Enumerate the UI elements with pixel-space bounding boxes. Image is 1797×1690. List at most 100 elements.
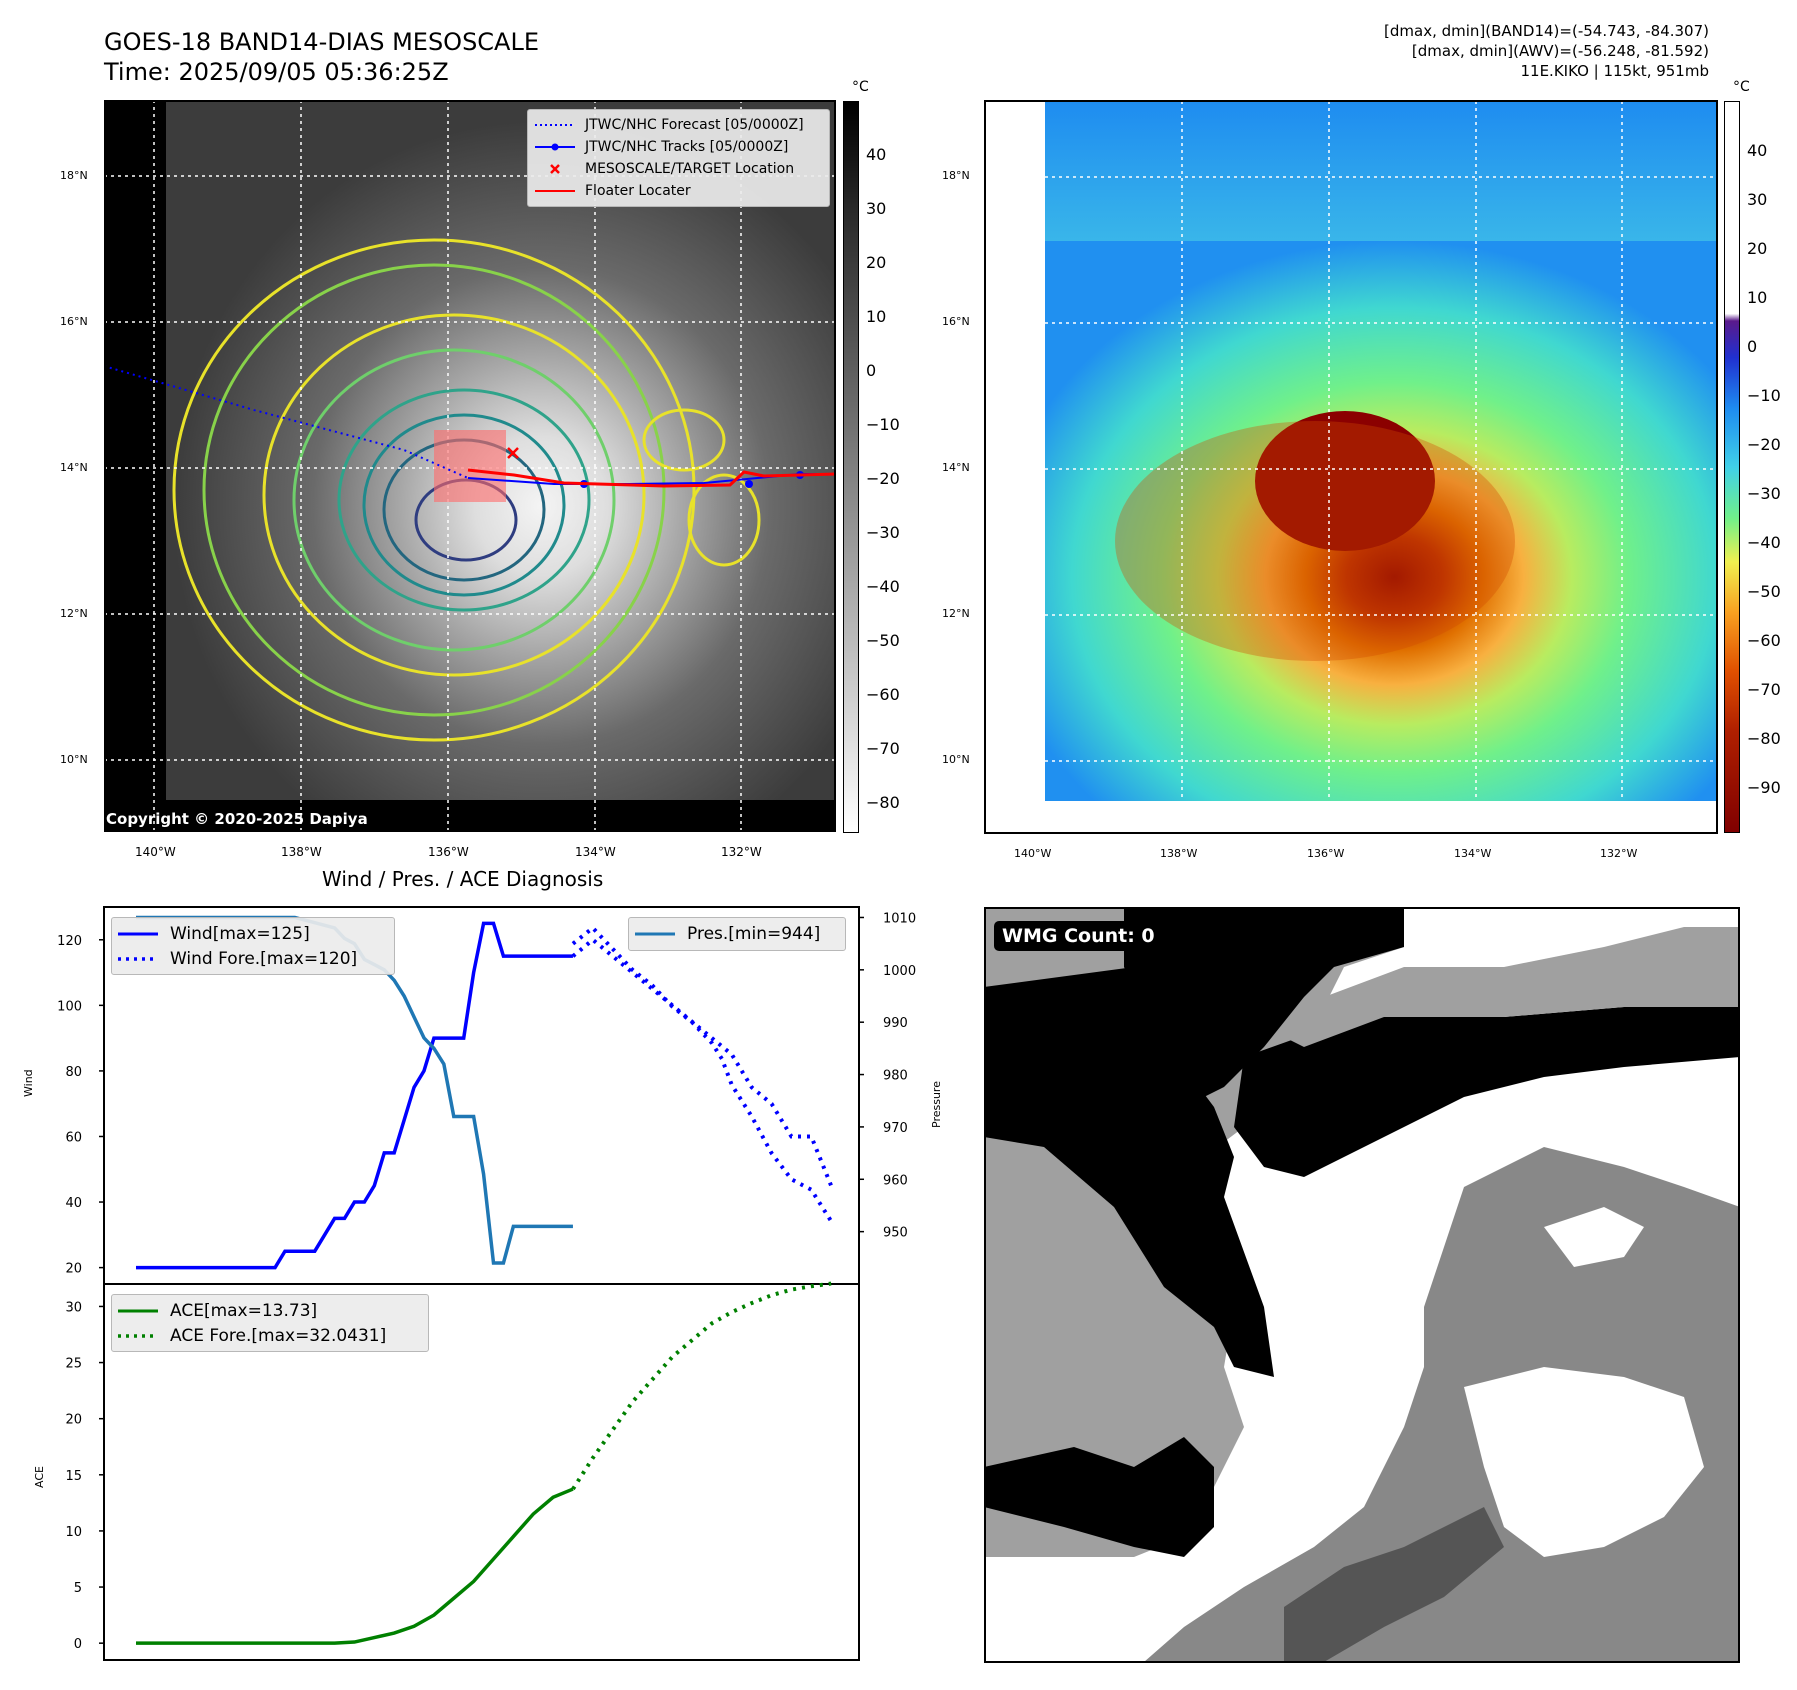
awv-lon-label: 132°W (1600, 847, 1638, 860)
legend-item-tracks: JTWC/NHC Tracks [05/0000Z] (535, 136, 822, 158)
ir-panel-frame (104, 100, 836, 832)
x-marker-swatch (550, 164, 560, 174)
wind-y-tick-label: 60 (65, 1130, 82, 1145)
series-line-3 (571, 925, 833, 1223)
ir-colorbar-tick: −70 (866, 739, 900, 758)
awv-colorbar-tick: −30 (1747, 484, 1781, 503)
awv-lon-label: 138°W (1160, 847, 1198, 860)
legend-item-pressure: Pres.[min=944] (635, 921, 839, 947)
ir-colorbar (843, 101, 859, 833)
ace-y-tick-label: 20 (65, 1413, 82, 1428)
ir-colorbar-tick: 20 (866, 253, 887, 272)
ace-plot-frame (103, 1283, 860, 1661)
pressure-y-tick-label: 950 (883, 1226, 908, 1241)
copyright-text: Copyright © 2020-2025 Dapiya (106, 810, 368, 828)
ir-colorbar-tick: −40 (866, 577, 900, 596)
ace-forecast-swatch (118, 1333, 158, 1338)
awv-colorbar-tick: −10 (1747, 386, 1781, 405)
ace-series-line-1 (571, 1281, 832, 1491)
legend-item-wind: Wind[max=125] (118, 921, 388, 946)
pressure-legend: Pres.[min=944] (628, 917, 846, 951)
ir-lat-label: 14°N (60, 461, 88, 474)
awv-lon-label: 134°W (1454, 847, 1492, 860)
awv-colorbar-tick: −70 (1747, 680, 1781, 699)
awv-colorbar-tick: −60 (1747, 631, 1781, 650)
awv-panel-frame (984, 100, 1718, 834)
awv-lat-label: 18°N (942, 169, 970, 182)
awv-lat-label: 10°N (942, 753, 970, 766)
series-line-1 (571, 937, 833, 1187)
pressure-y-tick-label: 1010 (883, 911, 916, 926)
pressure-line-swatch (635, 932, 675, 936)
figure-timestamp: Time: 2025/09/05 05:36:25Z (104, 58, 449, 86)
awv-lon-label: 136°W (1307, 847, 1345, 860)
awv-colorbar-tick: 30 (1747, 190, 1768, 209)
ir-lat-label: 18°N (60, 169, 88, 182)
ir-lon-label: 140°W (135, 845, 176, 859)
legend-item-ace-forecast: ACE Fore.[max=32.0431] (118, 1323, 422, 1348)
ace-series-line-0 (136, 1487, 574, 1645)
awv-image-panel (985, 101, 1717, 833)
pressure-y-tick-label: 970 (883, 1121, 908, 1136)
awv-lat-label: 16°N (942, 315, 970, 328)
awv-satellite-image (985, 101, 1717, 833)
ace-line-swatch (118, 1309, 158, 1312)
awv-colorbar (1724, 101, 1740, 833)
ace-y-tick-label: 25 (65, 1357, 82, 1372)
awv-colorbar-unit: °C (1733, 79, 1750, 95)
storm-info: 11E.KIKO | 115kt, 951mb (1520, 62, 1709, 80)
pressure-y-tick-label: 980 (883, 1069, 908, 1084)
awv-colorbar-tick: −90 (1747, 778, 1781, 797)
awv-colorbar-tick: 20 (1747, 239, 1768, 258)
wmg-count-badge: WMG Count: 0 (994, 921, 1163, 951)
ir-colorbar-tick: −30 (866, 523, 900, 542)
awv-colorbar-tick: 10 (1747, 288, 1768, 307)
wind-y-tick-label: 120 (57, 934, 82, 949)
ir-colorbar-unit: °C (852, 79, 869, 95)
legend-item-forecast: JTWC/NHC Forecast [05/0000Z] (535, 114, 822, 136)
ir-colorbar-tick: 0 (866, 361, 877, 380)
ir-image-panel (104, 100, 836, 832)
legend-item-wind-forecast: Wind Fore.[max=120] (118, 946, 388, 971)
track-line-swatch (535, 143, 575, 151)
ir-colorbar-tick: 30 (866, 199, 887, 218)
awv-colorbar-tick: −40 (1747, 533, 1781, 552)
wind-forecast-swatch (118, 956, 158, 961)
ir-lat-label: 10°N (60, 753, 88, 766)
series-line-0 (136, 921, 573, 1270)
ir-lon-label: 134°W (575, 845, 616, 859)
wmg-classification-image (984, 907, 1740, 1662)
ir-lon-label: 138°W (281, 845, 322, 859)
awv-range-info: [dmax, dmin](AWV)=(-56.248, -81.592) (1411, 42, 1709, 60)
legend-item-floater: Floater Locater (535, 180, 822, 202)
ir-colorbar-tick: −60 (866, 685, 900, 704)
pressure-y-tick-label: 1000 (883, 964, 916, 979)
red-line-swatch (535, 190, 575, 192)
diagnosis-chart-title: Wind / Pres. / ACE Diagnosis (322, 867, 604, 891)
ir-colorbar-tick: −50 (866, 631, 900, 650)
ace-axis-label: ACE (33, 1466, 46, 1488)
wind-y-tick-label: 100 (57, 999, 82, 1014)
wind-line-swatch (118, 932, 158, 935)
awv-colorbar-tick: 40 (1747, 141, 1768, 160)
band14-range-info: [dmax, dmin](BAND14)=(-54.743, -84.307) (1384, 22, 1709, 40)
ace-y-tick-label: 10 (65, 1525, 82, 1540)
awv-colorbar-tick: −50 (1747, 582, 1781, 601)
awv-colorbar-tick: −20 (1747, 435, 1781, 454)
legend-item-target: MESOSCALE/TARGET Location (535, 158, 822, 180)
wind-y-tick-label: 80 (65, 1065, 82, 1080)
ir-colorbar-tick: 40 (866, 145, 887, 164)
ir-colorbar-tick: −10 (866, 415, 900, 434)
ir-colorbar-tick: 10 (866, 307, 887, 326)
ir-lat-label: 16°N (60, 315, 88, 328)
ir-legend: JTWC/NHC Forecast [05/0000Z] JTWC/NHC Tr… (527, 109, 830, 207)
awv-lat-label: 12°N (942, 607, 970, 620)
ir-lon-label: 136°W (428, 845, 469, 859)
wmg-panel (984, 907, 1740, 1662)
awv-lat-label: 14°N (942, 461, 970, 474)
ir-satellite-image (104, 100, 836, 832)
awv-colorbar-tick: 0 (1747, 337, 1758, 356)
ir-colorbar-tick: −80 (866, 793, 900, 812)
ir-lat-label: 12°N (60, 607, 88, 620)
